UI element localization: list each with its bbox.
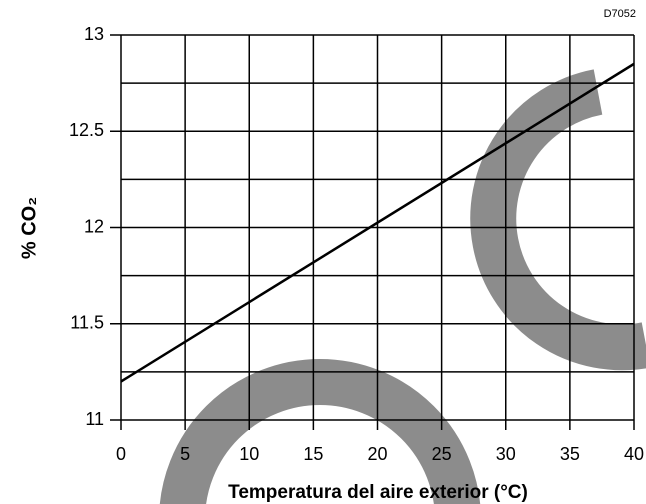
x-tick-label: 20 — [367, 444, 387, 464]
x-tick-label: 10 — [239, 444, 259, 464]
x-tick-label: 5 — [180, 444, 190, 464]
x-tick-label: 30 — [496, 444, 516, 464]
x-axis-label: Temperatura del aire exterior (°C) — [228, 482, 528, 503]
watermark — [159, 69, 646, 504]
y-axis-label: % CO₂ — [18, 197, 40, 259]
watermark-arc — [159, 359, 481, 504]
x-tick-label: 15 — [303, 444, 323, 464]
watermark-arc — [470, 69, 646, 371]
y-tick-label: 12.5 — [69, 120, 104, 140]
x-tick-label: 25 — [432, 444, 452, 464]
x-tick-label: 35 — [560, 444, 580, 464]
y-tick-label: 11.5 — [70, 313, 104, 333]
annotation: D7052 — [604, 8, 636, 20]
x-tick-label: 40 — [624, 444, 644, 464]
data-line — [120, 62, 635, 383]
y-tick-label: 13 — [84, 24, 104, 44]
y-tick-label: 11 — [85, 409, 104, 429]
x-tick-label: 0 — [116, 444, 126, 464]
y-tick-label: 12 — [84, 216, 104, 236]
